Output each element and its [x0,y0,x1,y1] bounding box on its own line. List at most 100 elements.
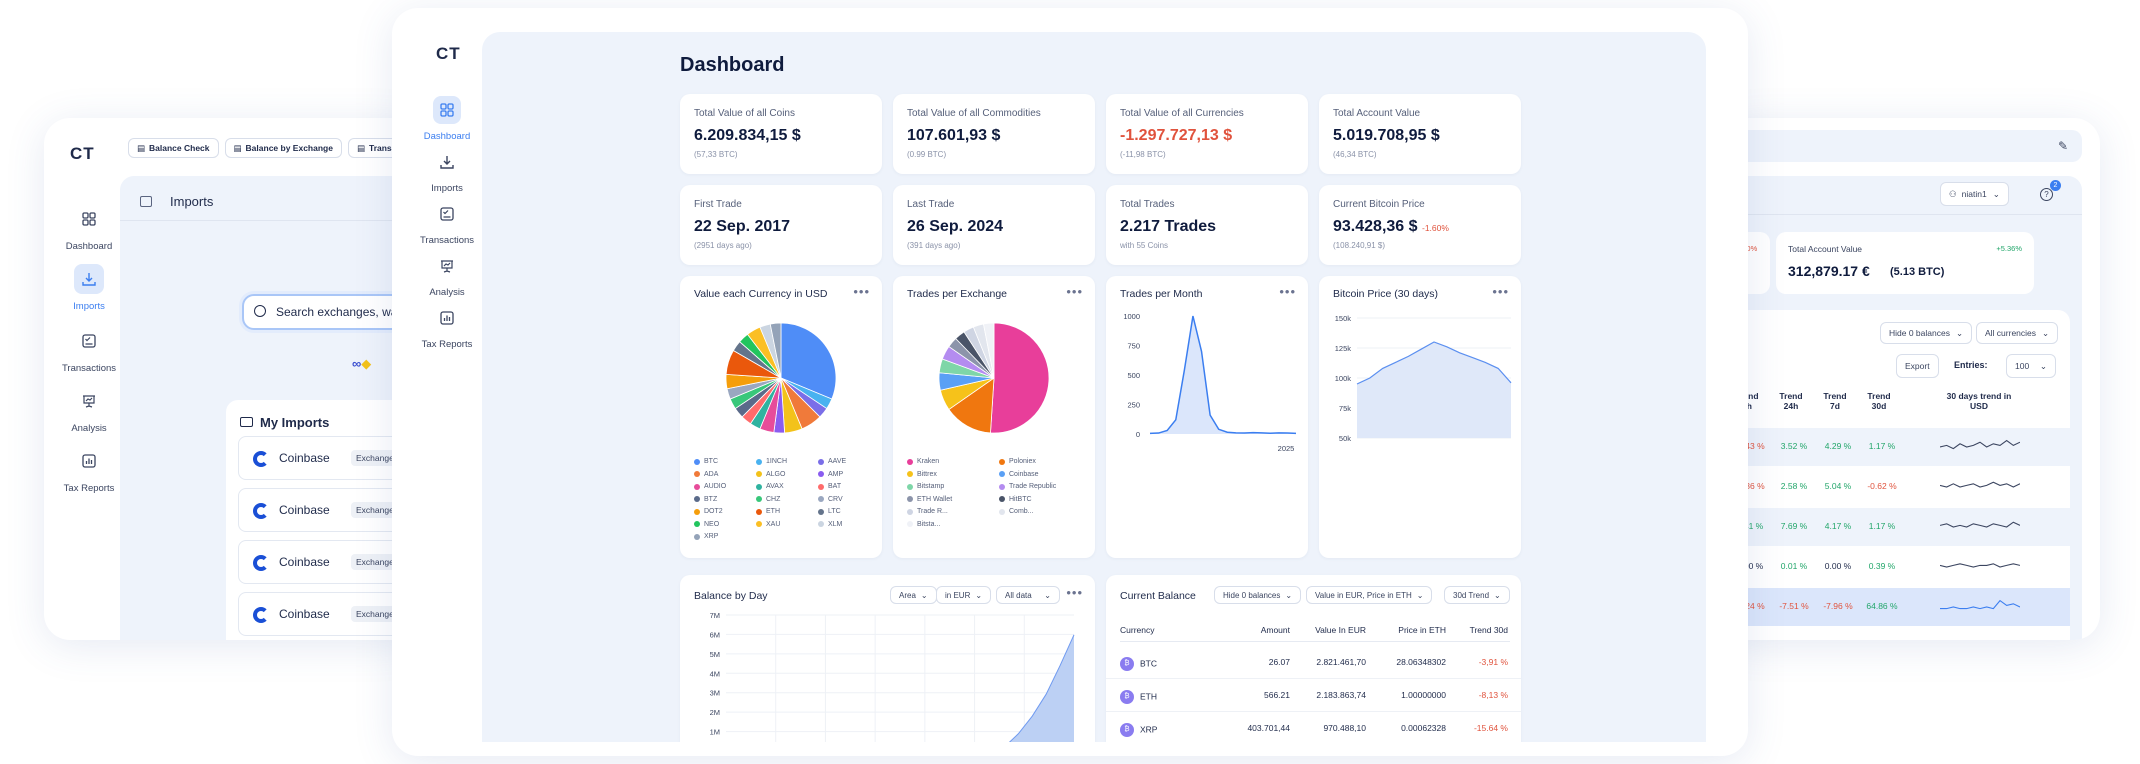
more-options-icon[interactable]: ••• [1492,284,1509,299]
legend-item[interactable]: XRP [694,533,718,540]
legend-item[interactable]: Bitstamp [907,483,944,490]
table-row[interactable]: ₿ ETH 566.21 2.183.863,74 1.00000000 -8,13 % [1106,680,1521,712]
left-nav-analysis[interactable]: Analysis [44,386,134,434]
left-nav-imports[interactable]: Imports [44,264,134,312]
legend-item[interactable]: ALGO [756,471,785,478]
legend-item[interactable]: AMP [818,471,843,478]
table-row[interactable]: ₿ BTC 26.07 2.821.461,70 28.06348302 -3,91 % [1106,647,1521,679]
nav-analysis[interactable]: Analysis [402,252,492,298]
legend-item[interactable]: Trade Republic [999,483,1056,490]
help-icon[interactable]: ? [2040,188,2053,201]
nav-transactions[interactable]: Transactions [402,200,492,246]
tab-balance-by-exchange[interactable]: ▤ Balance by Exchange [224,138,342,158]
cell-trend: -0.43 % [1735,441,1765,451]
legend-label: ADA [704,470,719,478]
legend-item[interactable]: Coinbase [999,471,1039,478]
legend-item[interactable]: ADA [694,471,718,478]
legend-item[interactable]: BTZ [694,496,717,503]
legend-swatch [818,508,824,515]
pie-slice[interactable] [983,322,995,379]
col-header-currency[interactable]: Currency [1120,625,1155,635]
legend-item[interactable]: ETH Wallet [907,496,952,503]
legend-item[interactable]: DOT2 [694,508,723,515]
cell-trend: 3.52 % [1780,441,1808,451]
chevron-down-icon: ⌄ [1044,590,1051,600]
all-currencies-select[interactable]: All currencies ⌄ [1976,322,2059,344]
kpi-change: -1.60% [1421,223,1449,233]
search-input[interactable]: Search exchanges, wa [276,305,398,319]
more-options-icon[interactable]: ••• [853,284,870,299]
legend-item[interactable]: XAU [756,521,780,528]
legend-label: ETH Wallet [917,495,953,503]
pie-slice[interactable] [990,322,1050,434]
user-menu[interactable]: ⚇ niatin1 ⌄ [1940,182,2009,206]
table-row[interactable]: 0.00 % 0.01 % 0.00 % 0.39 % [1720,548,2070,586]
legend-item[interactable]: 1INCH [756,458,787,465]
legend-item[interactable]: XLM [818,521,842,528]
edit-icon[interactable]: ✎ [2057,139,2068,153]
legend-item[interactable]: Kraken [907,458,939,465]
cell-trend: 2.58 % [1780,481,1808,491]
more-options-icon[interactable]: ••• [1279,284,1296,299]
legend-item[interactable]: Bitsta... [907,521,940,528]
col-header-trend-7d[interactable]: Trend 7d [1823,391,1847,411]
left-nav-transactions[interactable]: Transactions [44,326,134,374]
legend-item[interactable]: HitBTC [999,496,1032,503]
legend-item[interactable]: Trade R... [907,508,948,515]
kpi-card: Last Trade 26 Sep. 2024 (391 days ago) [893,185,1095,265]
cell-price: 28.06348302 [1376,657,1446,667]
legend-item[interactable]: BAT [818,483,841,490]
legend-item[interactable]: CRV [818,496,843,503]
left-nav-dashboard[interactable]: Dashboard [44,204,134,252]
date-range-select[interactable]: All data ⌄ [996,586,1060,604]
legend-item[interactable]: ETH [756,508,780,515]
table-row[interactable]: ₿ XRP 403.701,44 970.488,10 0.00062328 -15.64… [1106,713,1521,742]
search-icon [254,305,266,317]
legend-item[interactable]: Comb... [999,508,1034,515]
trend-period-select[interactable]: 30d Trend ⌄ [1444,586,1510,604]
entries-select[interactable]: 100 ⌄ [2006,354,2056,378]
left-nav-tax-reports[interactable]: Tax Reports [44,446,134,494]
more-options-icon[interactable]: ••• [1066,284,1083,299]
pie-slice[interactable] [780,322,837,400]
legend-item[interactable]: BTC [694,458,718,465]
kpi-value: 22 Sep. 2017 [694,218,791,235]
pie-slice[interactable] [769,322,782,379]
table-row[interactable]: -0.43 % 3.52 % 4.29 % 1.17 % [1720,428,2070,466]
nav-imports[interactable]: Imports [402,148,492,194]
right-content-area: ⚇ niatin1 ⌄ ? 2 0.00% Total Account Valu… [1720,176,2082,640]
col-header-30d-trend-usd[interactable]: 30 days trend in USD [1946,391,2012,411]
legend-label: XRP [704,533,719,540]
sidebar-toggle-icon[interactable] [140,196,152,207]
col-header-trend-24h[interactable]: Trend 24h [1779,391,1803,411]
nav-dashboard[interactable]: Dashboard [402,96,492,142]
col-header-value[interactable]: Value In EUR [1315,625,1366,635]
legend-item[interactable]: AAVE [818,458,846,465]
legend-item[interactable]: Bittrex [907,471,937,478]
col-header-trend-30d[interactable]: Trend 30d [1867,391,1891,411]
legend-item[interactable]: CHZ [756,496,780,503]
table-row[interactable]: 0.41 % 7.69 % 4.17 % 1.17 % [1720,508,2070,546]
export-button[interactable]: Export [1896,354,1939,378]
more-options-icon[interactable]: ••• [1066,585,1083,600]
table-row[interactable]: -1.24 % -7.51 % -7.96 % 64.86 % [1720,588,2070,626]
value-price-select[interactable]: Value in EUR, Price in ETH ⌄ [1306,586,1433,604]
col-header-amount[interactable]: Amount [1260,625,1290,635]
coin-icon: ₿ [1120,690,1134,704]
chart-type-select[interactable]: Area ⌄ [890,586,937,604]
col-header-price[interactable]: Price in ETH [1398,625,1446,635]
checklist-icon [74,326,104,356]
currency-select[interactable]: in EUR ⌄ [936,586,992,604]
hide-zero-balances-select[interactable]: Hide 0 balances ⌄ [1880,322,1973,344]
cell-trend: 0.39 % [1868,561,1896,571]
legend-item[interactable]: Poloniex [999,458,1036,465]
legend-item[interactable]: NEO [694,521,719,528]
col-header-trend[interactable]: Trend 30d [1469,625,1508,635]
table-row[interactable]: -0.36 % 2.58 % 5.04 % -0.62 % [1720,468,2070,506]
legend-item[interactable]: LTC [818,508,841,515]
legend-item[interactable]: AUDIO [694,483,726,490]
nav-tax-reports[interactable]: Tax Reports [402,304,492,350]
tab-balance-check[interactable]: ▤ Balance Check [128,138,219,158]
legend-item[interactable]: AVAX [756,483,784,490]
hide-zero-balances-select[interactable]: Hide 0 balances ⌄ [1214,586,1302,604]
